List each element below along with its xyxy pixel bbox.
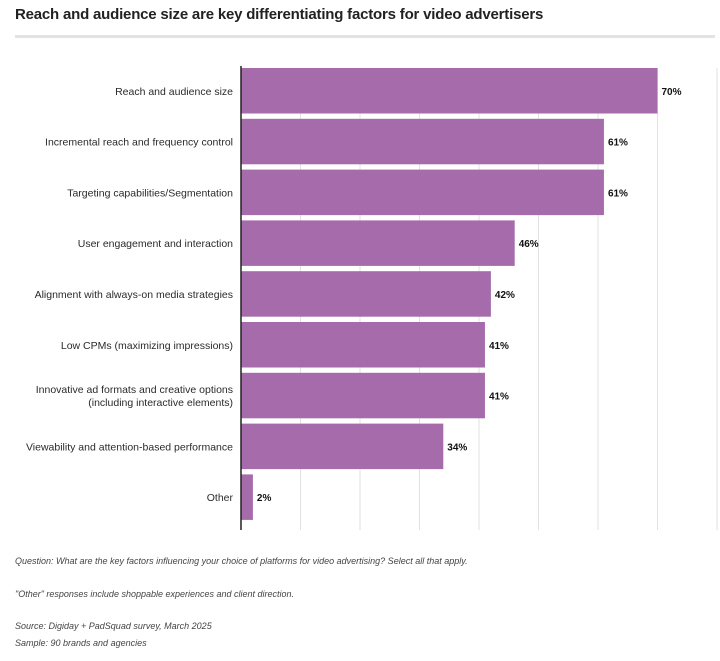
bar bbox=[241, 118, 604, 165]
title-divider bbox=[15, 35, 715, 38]
value-label: 2% bbox=[257, 493, 272, 504]
value-label: 70% bbox=[662, 87, 682, 98]
value-label: 41% bbox=[489, 341, 509, 352]
value-label: 41% bbox=[489, 392, 509, 403]
source-note: Source: Digiday + PadSquad survey, March… bbox=[15, 621, 212, 631]
category-label: Incremental reach and frequency control bbox=[45, 137, 233, 149]
category-label: Reach and audience size bbox=[115, 86, 233, 98]
bar bbox=[241, 372, 485, 419]
value-label: 61% bbox=[608, 138, 628, 149]
bar bbox=[241, 68, 658, 114]
bar-chart: 70% Reach and audience size 61% Incremental… bbox=[26, 66, 718, 530]
question-note: Question: What are the key factors influ… bbox=[15, 556, 468, 566]
category-label: Other bbox=[207, 492, 234, 504]
sample-note: Sample: 90 brands and agencies bbox=[15, 638, 147, 648]
category-label: User engagement and interaction bbox=[78, 238, 233, 250]
bar bbox=[241, 322, 485, 368]
value-label: 46% bbox=[519, 239, 539, 250]
chart-title: Reach and audience size are key differen… bbox=[15, 6, 544, 23]
bar bbox=[241, 220, 515, 266]
bar bbox=[241, 423, 444, 470]
category-label: Low CPMs (maximizing impressions) bbox=[61, 340, 233, 352]
bar bbox=[241, 474, 253, 520]
bar bbox=[241, 169, 604, 216]
value-label: 42% bbox=[495, 290, 515, 301]
category-label: Alignment with always-on media strategie… bbox=[35, 289, 233, 301]
category-label: Innovative ad formats and creative optio… bbox=[36, 384, 233, 409]
other-note: "Other" responses include shoppable expe… bbox=[15, 589, 295, 599]
bar bbox=[241, 271, 491, 317]
category-label: Viewability and attention-based performa… bbox=[26, 441, 233, 453]
value-label: 61% bbox=[608, 188, 628, 199]
value-label: 34% bbox=[447, 442, 467, 453]
category-label: Targeting capabilities/Segmentation bbox=[67, 187, 233, 199]
